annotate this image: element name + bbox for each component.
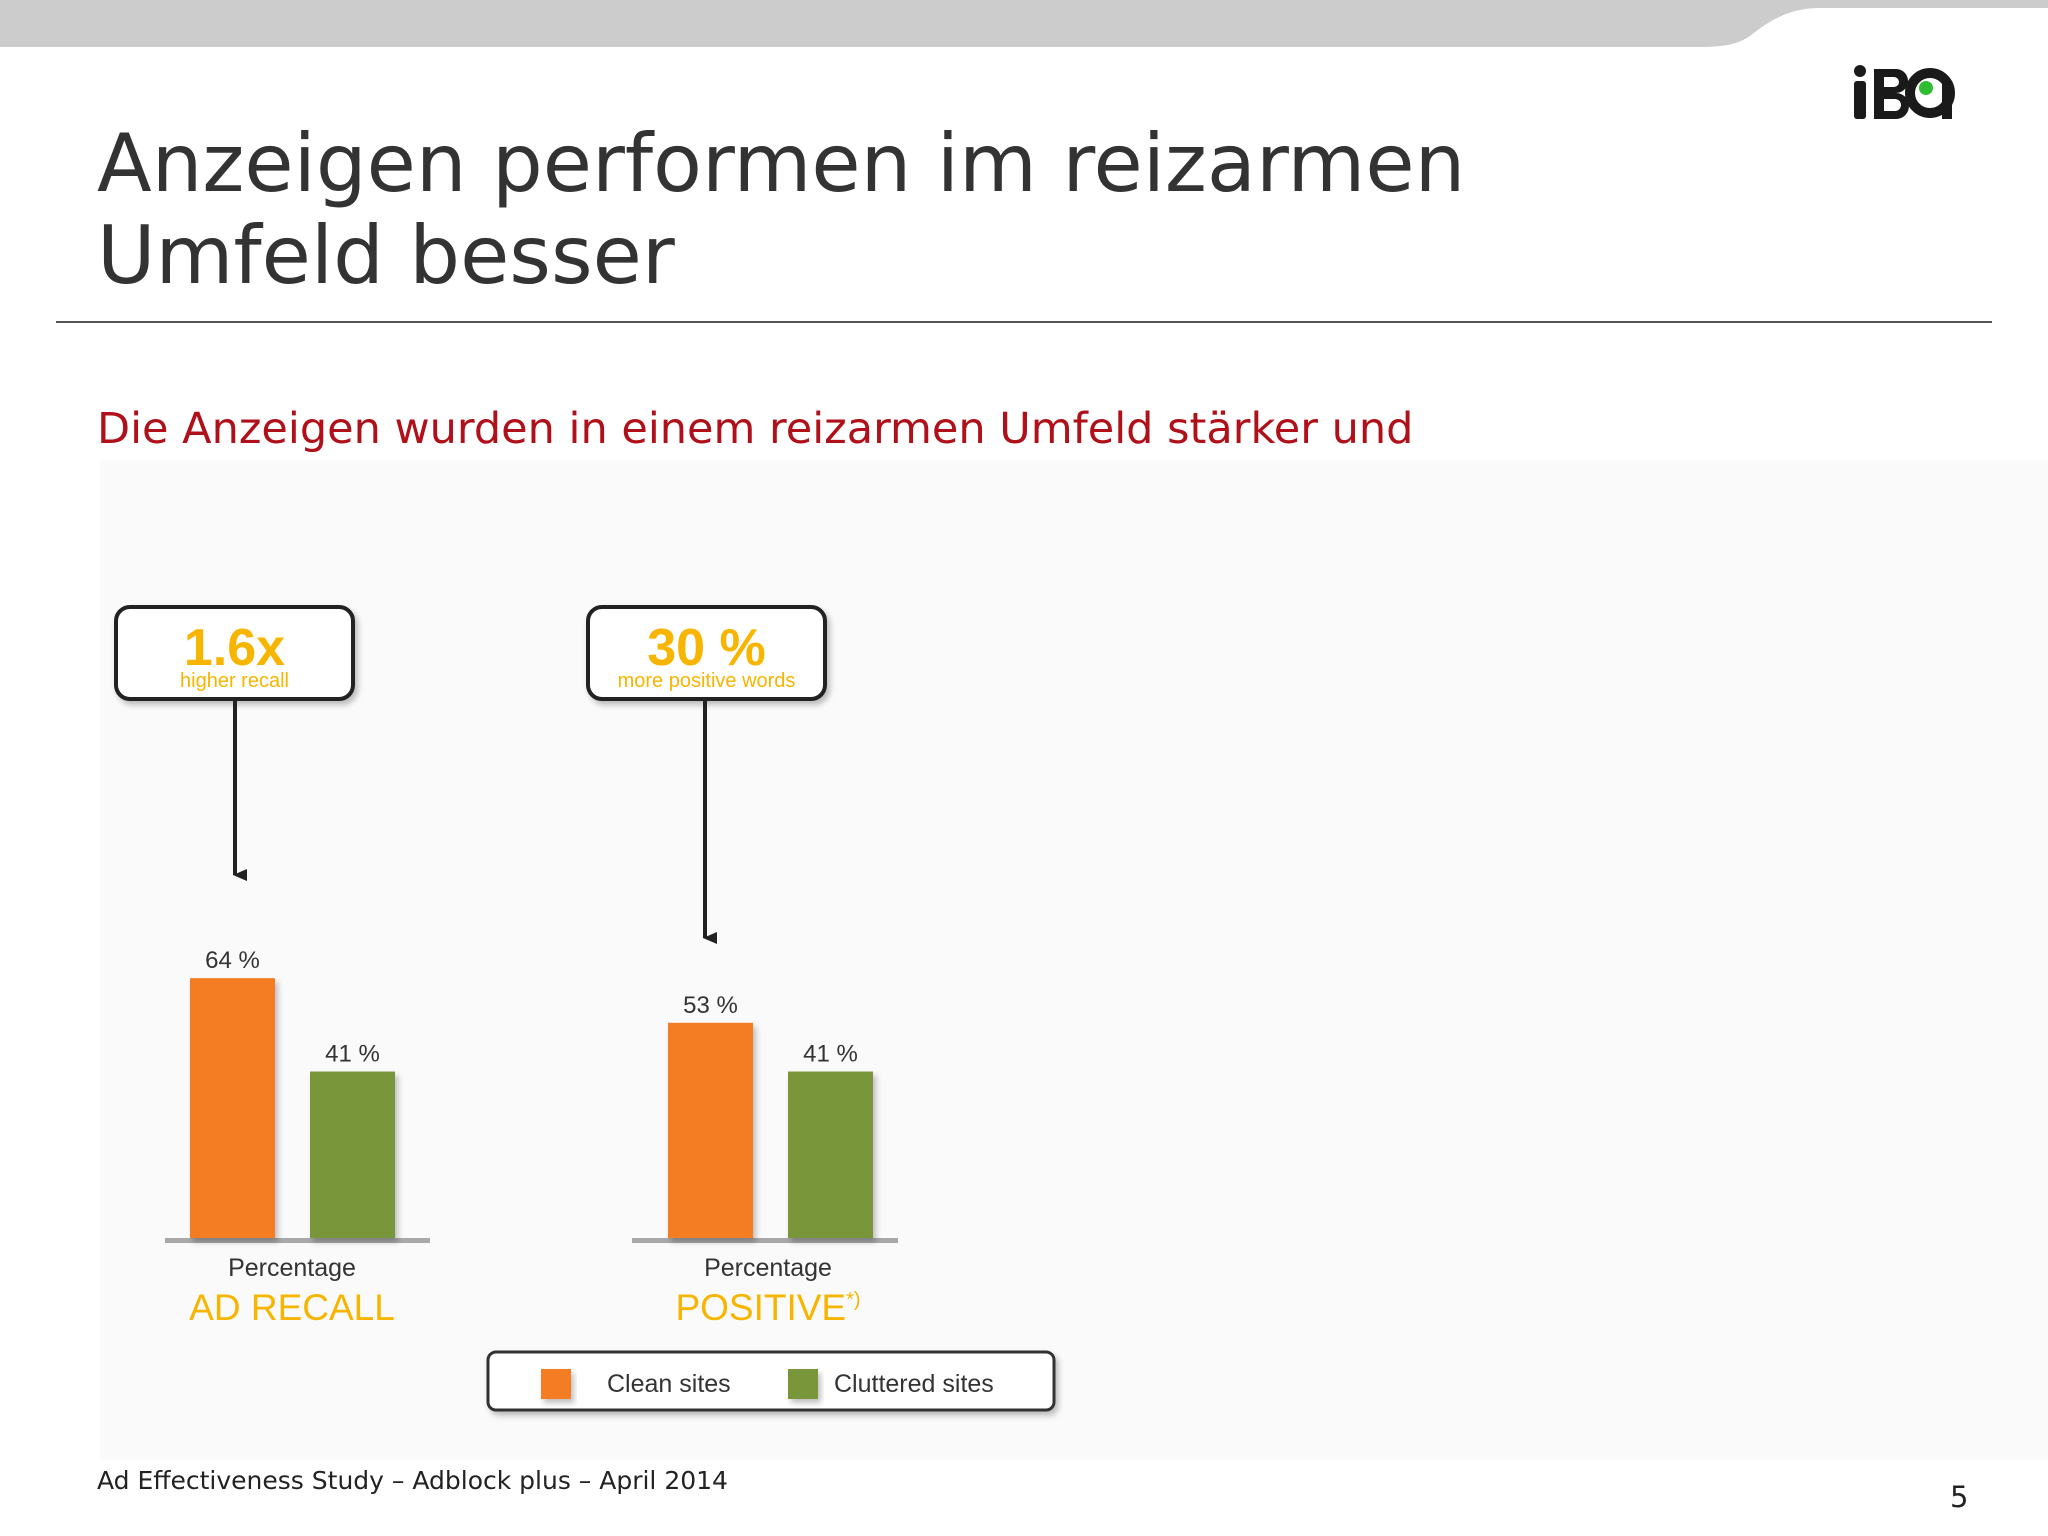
bar-value-label: 64 % [205, 947, 260, 974]
x-axis-label: Percentage [228, 1254, 356, 1282]
iba-logo [1854, 65, 1955, 119]
chart-panel-2: 30 %more positive words 53 % 41 % Percentag… [586, 605, 898, 1328]
legend-label: Clean sites [607, 1370, 731, 1398]
callout-caption: higher recall [180, 670, 289, 692]
chart-baseline [165, 1238, 430, 1243]
legend-swatch-cluttered [788, 1369, 818, 1399]
callout-value: 30 % [647, 619, 766, 677]
callout-value: 1.6x [184, 619, 285, 677]
top-bar [0, 0, 2048, 47]
category-title: AD RECALL [189, 1287, 395, 1328]
slide-title: Anzeigen performen im reizarmen Umfeld b… [97, 117, 1466, 302]
bar-value-label: 53 % [683, 992, 738, 1019]
chart-background [100, 460, 2048, 1460]
bar-value-label: 41 % [803, 1041, 858, 1068]
bar-clean [190, 978, 275, 1238]
callout-caption: more positive words [618, 670, 796, 692]
legend-label: Cluttered sites [834, 1370, 994, 1398]
legend-box [486, 1350, 1056, 1412]
title-divider [56, 321, 1992, 323]
category-title: POSITIVE*) [675, 1287, 860, 1328]
footer-source: Ad Effectiveness Study – Adblock plus – … [97, 1466, 728, 1495]
bar-value-label: 41 % [325, 1041, 380, 1068]
x-axis-label: Percentage [704, 1254, 832, 1282]
bar-cluttered [310, 1071, 395, 1238]
bar-cluttered [788, 1071, 873, 1238]
category-title-superscript: *) [846, 1289, 860, 1311]
legend-swatch-clean [541, 1369, 571, 1399]
page-number: 5 [1950, 1480, 1969, 1514]
chart-baseline [632, 1238, 898, 1243]
bar-clean [668, 1022, 753, 1238]
